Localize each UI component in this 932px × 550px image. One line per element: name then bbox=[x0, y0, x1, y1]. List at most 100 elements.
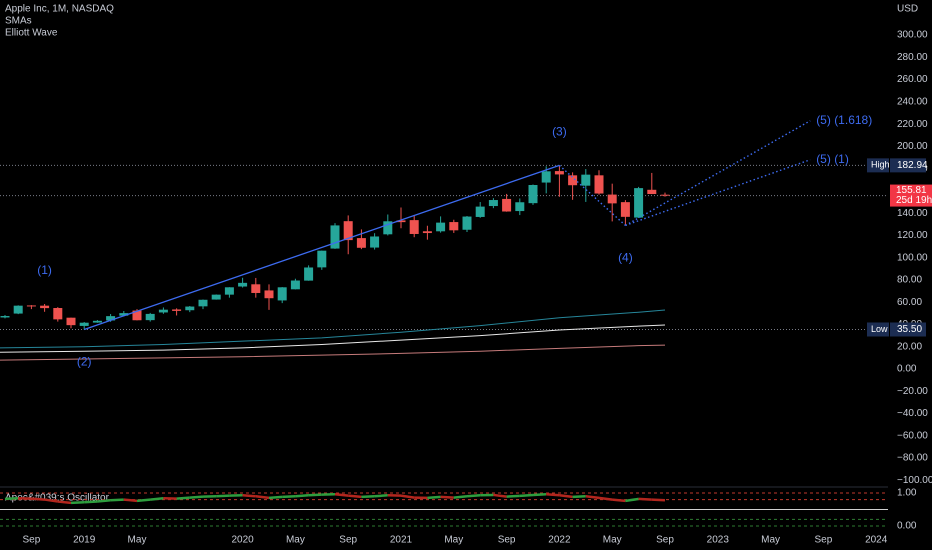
oscillator-segment bbox=[308, 493, 322, 497]
y-tick-label: −20.00 bbox=[897, 386, 928, 397]
sma-line bbox=[0, 344, 666, 361]
y-tick-label: 60.00 bbox=[897, 297, 922, 308]
price-label-box bbox=[890, 322, 926, 337]
price-name: High bbox=[871, 160, 890, 170]
candle-body bbox=[554, 171, 564, 175]
y-tick-label: 120.00 bbox=[897, 230, 928, 241]
candle-body bbox=[53, 308, 63, 320]
oscillator-segment bbox=[150, 497, 164, 501]
candle-body bbox=[317, 250, 327, 268]
price-name: Low bbox=[871, 324, 888, 334]
candle-body bbox=[634, 188, 644, 218]
candle-body bbox=[238, 282, 248, 287]
y-tick-label: 80.00 bbox=[897, 275, 922, 286]
oscillator-segment bbox=[334, 493, 349, 497]
x-tick-label: 2022 bbox=[548, 535, 571, 546]
x-tick-label: Sep bbox=[815, 535, 833, 546]
oscillator-segment bbox=[123, 498, 138, 503]
oscillator-segment bbox=[400, 494, 415, 499]
candle-body bbox=[304, 267, 314, 281]
oscillator-segment bbox=[651, 498, 666, 502]
oscillator-segment bbox=[110, 498, 124, 502]
price-label: 35.50 bbox=[897, 324, 922, 335]
price-name-box bbox=[867, 158, 889, 173]
oscillator-segment bbox=[625, 497, 639, 503]
candle-body bbox=[145, 313, 155, 321]
candle-body bbox=[119, 313, 129, 316]
candle-body bbox=[0, 316, 10, 318]
candle-body bbox=[607, 194, 617, 204]
candle-body bbox=[370, 236, 380, 248]
x-tick-label: 2019 bbox=[73, 535, 96, 546]
x-tick-label: 2024 bbox=[865, 535, 888, 546]
candle-body bbox=[185, 306, 195, 311]
candle-body bbox=[106, 316, 116, 321]
candle-body bbox=[290, 280, 300, 290]
oscillator-segment bbox=[57, 500, 72, 505]
y-tick-label: −80.00 bbox=[897, 453, 928, 464]
oscillator-segment bbox=[4, 497, 19, 501]
x-tick-label: Sep bbox=[498, 535, 516, 546]
x-tick-label: 2021 bbox=[390, 535, 413, 546]
x-tick-label: May bbox=[603, 535, 622, 546]
x-tick-label: May bbox=[286, 535, 305, 546]
oscillator-segment bbox=[453, 495, 468, 499]
oscillator-segment bbox=[84, 500, 98, 504]
oscillator-segment bbox=[176, 496, 190, 500]
y-tick-label: 20.00 bbox=[897, 341, 922, 352]
oscillator-segment bbox=[282, 495, 296, 499]
wave-label: (4) bbox=[618, 251, 633, 265]
candle-body bbox=[79, 322, 89, 326]
price-label-box bbox=[890, 184, 932, 207]
wave-label: (2) bbox=[77, 355, 92, 369]
oscillator-segment bbox=[585, 495, 600, 500]
oscillator-name: Apoc&#039;s Oscillator bbox=[5, 493, 110, 504]
x-tick-label: May bbox=[128, 535, 147, 546]
oscillator-segment bbox=[612, 498, 626, 503]
oscillator-segment bbox=[268, 495, 283, 500]
x-tick-label: 2020 bbox=[231, 535, 254, 546]
candle-body bbox=[528, 185, 538, 204]
y-tick-label: 260.00 bbox=[897, 74, 928, 85]
price-label-box bbox=[890, 158, 926, 173]
sma-line bbox=[0, 309, 666, 349]
y-tick-label: −40.00 bbox=[897, 408, 928, 419]
price-label-countdown: 25d 19h bbox=[896, 195, 932, 206]
candle-body bbox=[211, 294, 221, 300]
candle-body bbox=[92, 320, 102, 323]
oscillator-segment bbox=[189, 495, 204, 499]
currency: USD bbox=[897, 4, 918, 15]
candle-body bbox=[594, 175, 604, 194]
y-tick-label: 140.00 bbox=[897, 208, 928, 219]
oscillator-segment bbox=[295, 494, 309, 498]
candle-body bbox=[343, 221, 353, 241]
candle-body bbox=[40, 305, 50, 309]
candle-body bbox=[356, 238, 366, 248]
candle-body bbox=[515, 202, 525, 212]
candle-body bbox=[409, 220, 419, 234]
x-tick-label: May bbox=[444, 535, 463, 546]
candle-body bbox=[224, 287, 234, 295]
oscillator-segment bbox=[559, 494, 573, 499]
candle-body bbox=[502, 198, 512, 212]
candle-body bbox=[158, 309, 168, 313]
sma-line bbox=[0, 324, 666, 353]
wave-label: (1) bbox=[37, 263, 52, 277]
wave-line bbox=[625, 120, 811, 227]
candle-body bbox=[488, 200, 498, 207]
wave-line bbox=[83, 164, 560, 331]
x-tick-label: Sep bbox=[339, 535, 357, 546]
candle-body bbox=[660, 194, 670, 196]
price-name-box bbox=[867, 322, 889, 337]
oscillator-segment bbox=[216, 494, 230, 498]
candle-body bbox=[26, 305, 36, 307]
y-tick-label: 300.00 bbox=[897, 30, 928, 41]
candle-body bbox=[620, 202, 630, 217]
x-tick-label: 2023 bbox=[707, 535, 730, 546]
oscillator-segment bbox=[638, 497, 652, 501]
candle-body bbox=[172, 309, 182, 311]
oscillator-segment bbox=[532, 493, 547, 497]
candle-body bbox=[330, 225, 340, 249]
wave-line bbox=[558, 164, 626, 226]
wave-label: (5) (1) bbox=[816, 152, 849, 166]
